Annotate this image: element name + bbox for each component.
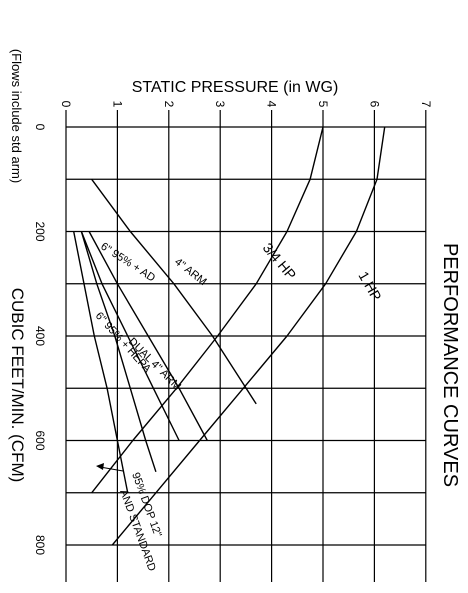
curve-1-hp [111, 126, 386, 546]
x-tick-label: 200 [33, 221, 47, 241]
y-tick-label: 5 [316, 101, 330, 108]
x-axis-label: CUBIC FEET/MIN. (CFM) [8, 288, 27, 483]
x-tick-label: 400 [33, 326, 47, 346]
chart-curves [73, 126, 386, 546]
y-axis-label: STATIC PRESSURE (in WG) [132, 79, 339, 96]
label-1hp: 1 HP [355, 269, 384, 304]
curve-4-arm [91, 178, 257, 405]
y-tick-label: 1 [110, 101, 124, 108]
x-tick-label: 600 [33, 430, 47, 450]
label-ad: 6" 95% + AD [98, 240, 157, 284]
flows-note: (Flows include std arm) [9, 49, 24, 183]
dop-leader-arrow [96, 463, 104, 470]
x-tick-label: 800 [33, 535, 47, 555]
curve-dual-4-arm [80, 231, 180, 441]
y-tick-label: 0 [59, 101, 73, 108]
y-tick-label: 2 [162, 101, 176, 108]
curve-6-95-ad [88, 231, 208, 441]
y-tick-label: 7 [419, 101, 433, 108]
axis-ticks: 0 1 2 3 4 5 6 7 0 200 400 600 800 [33, 101, 433, 556]
y-tick-label: 3 [213, 101, 227, 108]
dop-leader-line [99, 466, 124, 472]
x-tick-label: 0 [33, 124, 47, 131]
y-tick-label: 4 [265, 101, 279, 108]
y-tick-label: 6 [367, 101, 381, 108]
chart-title: PERFORMANCE CURVES [439, 243, 461, 487]
curve-3-4-hp [91, 126, 324, 494]
curve-95-dop-12-and-standard [73, 231, 129, 493]
curve-6-95-hepa [80, 231, 157, 473]
label-34hp: 3/4 HP [260, 240, 300, 283]
